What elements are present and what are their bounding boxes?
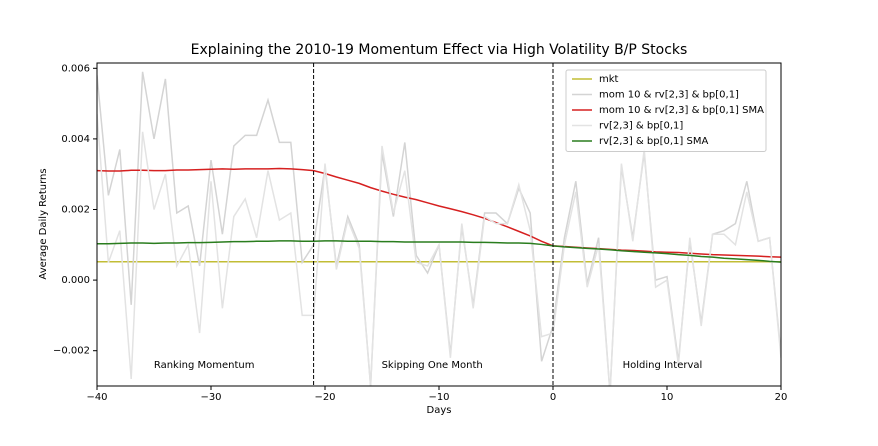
legend-label: mkt [599,74,619,85]
annotation: Skipping One Month [382,360,483,371]
y-tick-label: 0.000 [61,275,90,286]
series-line [97,240,781,263]
x-tick-label: −20 [314,392,335,403]
series-line [97,167,781,258]
legend-label: mom 10 & rv[2,3] & bp[0,1] [599,90,739,101]
axes-frame [96,62,782,387]
legend-box [565,69,767,152]
annotation: Holding Interval [623,360,703,371]
y-tick-label: 0.002 [61,204,90,215]
x-tick-label: 20 [775,392,788,403]
legend: mkt mom 10 & rv[2,3] & bp[0,1] mom 10 & rv… [565,69,767,152]
legend-label: rv[2,3] & bp[0,1] SMA [599,136,708,147]
plot-area [97,71,781,386]
x-tick-label: −10 [428,392,449,403]
legend-label: mom 10 & rv[2,3] & bp[0,1] SMA [599,105,764,116]
y-tick-label: 0.004 [61,134,90,145]
y-tick-label: −0.002 [53,346,90,357]
y-axis-label: Average Daily Returns [38,168,49,279]
y-tick-label: 0.006 [61,63,90,74]
x-tick-label: 10 [661,392,674,403]
x-tick-label: −30 [200,392,221,403]
x-tick-label: −40 [86,392,107,403]
series-line [97,114,781,386]
annotation: Ranking Momentum [154,360,255,371]
chart-title: Explaining the 2010-19 Momentum Effect v… [191,42,688,58]
x-tick-label: 0 [550,392,556,403]
x-axis-label: Days [427,405,452,416]
legend-label: rv[2,3] & bp[0,1] [599,121,683,132]
